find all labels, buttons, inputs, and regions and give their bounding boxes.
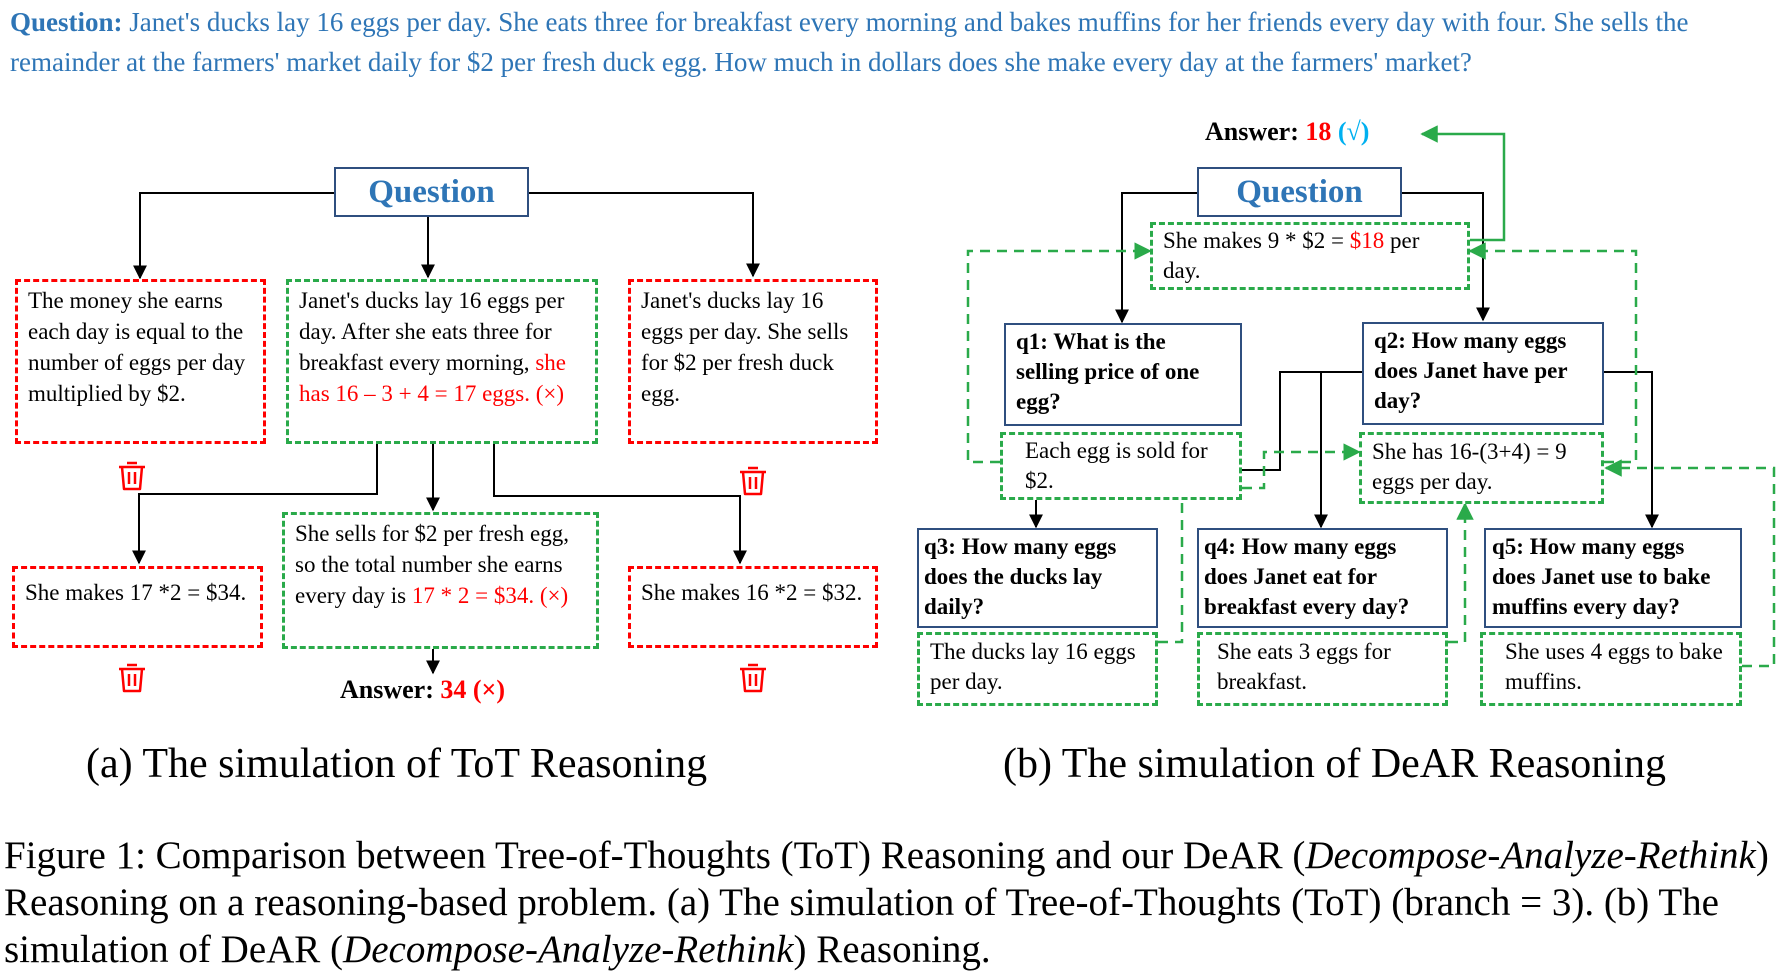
dear-a1: Each egg is sold for $2. (1000, 432, 1242, 500)
tot-answer: Answer: 34 (×) (340, 675, 505, 705)
caption-part-3: ) Reasoning. (793, 928, 991, 971)
dear-a5: She uses 4 eggs to bake muffins. (1480, 632, 1742, 706)
dear-answer-check: (√) (1337, 117, 1370, 146)
tot-edge-q-b3 (529, 192, 760, 278)
dear-rethink-a1 (966, 242, 1152, 464)
tot-branch-2-text: Janet's ducks lay 16 eggs per day. After… (299, 288, 565, 375)
dear-subtitle: (b) The simulation of DeAR Reasoning (1003, 741, 1666, 787)
tot-answer-label: Answer: (340, 675, 441, 704)
tot-branch-1: The money she earns each day is equal to… (15, 279, 266, 444)
dear-a4: She eats 3 eggs for breakfast. (1197, 632, 1448, 706)
dear-a2: She has 16-(3+4) = 9 eggs per day. (1359, 432, 1604, 504)
trash-icon (119, 461, 145, 491)
tot-branch-2-error: she has 16 – 3 + 4 = 17 eggs. (×) (299, 350, 566, 406)
tot-branch-3: Janet's ducks lay 16 eggs per day. She s… (628, 279, 878, 444)
trash-icon (740, 663, 766, 693)
dear-edge-q2-q5 (1604, 371, 1659, 529)
tot-leaf-3: She makes 16 *2 = $32. (628, 566, 878, 648)
dear-rethink-a3 (1158, 443, 1361, 644)
dear-question-header: Question (1197, 167, 1402, 217)
dear-rethink-a2 (1468, 242, 1638, 464)
dear-edge-q-q1 (1115, 192, 1197, 324)
dear-q3: q3: How many eggs does the ducks lay dai… (917, 528, 1158, 628)
dear-edge-q-q2 (1402, 192, 1490, 322)
caption-italic-1: Decompose-Analyze-Rethink (1305, 834, 1756, 877)
dear-edge-final-answer (1420, 125, 1506, 242)
dear-rethink-a4 (1448, 502, 1474, 644)
dear-rethink-value: $18 (1349, 228, 1385, 253)
figure-caption: Figure 1: Comparison between Tree-of-Tho… (4, 832, 1780, 973)
caption-italic-2: Decompose-Analyze-Rethink (343, 928, 794, 971)
tot-question-header: Question (334, 167, 529, 217)
tot-leaf-2-text: She sells for $2 per fresh egg, so the t… (295, 521, 570, 608)
question-text: Question: Janet's ducks lay 16 eggs per … (10, 2, 1780, 82)
tot-subtitle: (a) The simulation of ToT Reasoning (86, 741, 708, 787)
dear-q5: q5: How many eggs does Janet use to bake… (1484, 528, 1742, 628)
dear-rethink-text: She makes 9 * $2 = (1163, 228, 1350, 253)
dear-q1: q1: What is the selling price of one egg… (1004, 323, 1242, 426)
tot-edge-b2-l1 (132, 442, 378, 565)
dear-q2: q2: How many eggs does Janet have per da… (1362, 322, 1604, 425)
trash-icon (119, 663, 145, 693)
question-body: Janet's ducks lay 16 eggs per day. She e… (10, 7, 1689, 77)
dear-rethink-result: She makes 9 * $2 = $18 per day. (1150, 222, 1470, 290)
tot-branch-2: Janet's ducks lay 16 eggs per day. After… (286, 279, 598, 444)
dear-answer-label: Answer: (1205, 117, 1306, 146)
dear-answer-value: 18 (1305, 117, 1332, 146)
tot-leaf-1: She makes 17 *2 = $34. (12, 566, 263, 648)
tot-edge-q-b1 (133, 192, 334, 280)
tot-leaf-2: She sells for $2 per fresh egg, so the t… (282, 512, 599, 649)
tot-leaf-2-error: 17 * 2 = $34. (×) (411, 583, 569, 608)
dear-rethink-tail: per day. (1163, 228, 1420, 283)
tot-answer-value: 34 (×) (440, 675, 506, 704)
dear-answer: Answer: 18 (√) (1205, 117, 1369, 147)
dear-rethink-a5 (1604, 459, 1776, 668)
caption-part-2: ) Reasoning on a reasoning-based problem… (4, 834, 1769, 971)
tot-edge-b2-l3 (493, 442, 747, 565)
dear-a3: The ducks lay 16 eggs per day. (917, 632, 1158, 706)
trash-icon (740, 466, 766, 496)
caption-part-1: Figure 1: Comparison between Tree-of-Tho… (4, 834, 1306, 877)
dear-q4: q4: How many eggs does Janet eat for bre… (1197, 528, 1448, 628)
question-label: Question: (10, 7, 123, 37)
